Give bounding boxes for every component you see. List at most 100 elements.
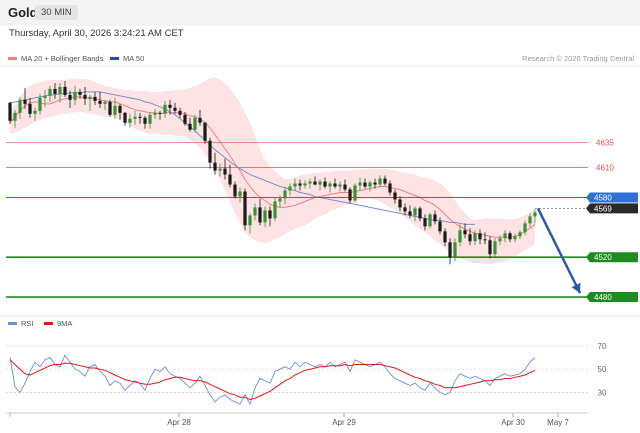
candle-body bbox=[518, 232, 522, 237]
candle-body bbox=[343, 184, 347, 190]
candle-body bbox=[423, 218, 427, 227]
x-tick-label: Apr 29 bbox=[332, 418, 356, 427]
candle-body bbox=[183, 114, 187, 124]
price-panel-grid bbox=[0, 65, 640, 317]
rsi-tick-label: 50 bbox=[598, 365, 607, 374]
candle-body bbox=[253, 207, 257, 216]
candle-body bbox=[103, 101, 107, 104]
candle-body bbox=[388, 183, 392, 193]
candle-body bbox=[133, 116, 137, 119]
candle-body bbox=[248, 215, 252, 226]
candle-body bbox=[178, 110, 182, 115]
candle-body bbox=[228, 174, 232, 185]
candle-body bbox=[53, 88, 57, 94]
copyright-notice: Research © 2026 Trading Central bbox=[522, 54, 634, 63]
time-axis: Apr 28 Apr 29 Apr 30 May 7 bbox=[6, 412, 588, 427]
candle-body bbox=[78, 91, 82, 95]
candle-body bbox=[433, 214, 437, 222]
candle-body bbox=[58, 86, 62, 94]
ma50-legend-label: MA 50 bbox=[123, 54, 144, 63]
level-label-4569: 4569 bbox=[594, 204, 612, 213]
candle-body bbox=[308, 181, 312, 184]
candle-body bbox=[533, 212, 537, 217]
level-tag-4520 bbox=[586, 252, 638, 263]
key-levels bbox=[6, 142, 588, 298]
level-label-4580: 4580 bbox=[594, 193, 612, 202]
candle-body bbox=[173, 107, 177, 111]
candle-body bbox=[453, 242, 457, 258]
candle-body bbox=[193, 117, 197, 130]
level-label-4520: 4520 bbox=[594, 253, 612, 262]
candle-body bbox=[363, 182, 367, 187]
candle-body bbox=[113, 105, 117, 115]
level-label-4610: 4610 bbox=[596, 164, 614, 173]
rsi-tick-label: 70 bbox=[598, 342, 607, 351]
x-tick-label: May 7 bbox=[547, 418, 569, 427]
forecast-arrow-shaft bbox=[536, 207, 582, 294]
candle-body bbox=[303, 183, 307, 186]
candle-body bbox=[98, 100, 102, 104]
candle-body bbox=[328, 183, 332, 187]
rsi-legend-swatch bbox=[8, 322, 17, 325]
timeframe-button[interactable]: 30 MIN bbox=[35, 5, 78, 20]
candle-body bbox=[223, 168, 227, 175]
candle-body bbox=[33, 110, 37, 114]
candle-body bbox=[473, 233, 477, 242]
rsi-line bbox=[9, 354, 536, 406]
candle-body bbox=[293, 183, 297, 187]
candle-body bbox=[258, 207, 262, 223]
candle-body bbox=[298, 183, 302, 186]
candle-body bbox=[153, 112, 157, 115]
candle-body bbox=[188, 123, 192, 130]
candle-body bbox=[13, 112, 17, 121]
forecast-arrow bbox=[536, 207, 582, 294]
candle-body bbox=[38, 97, 42, 111]
candle-body bbox=[163, 104, 167, 114]
level-tags: 4635 4610 4580 4569 4520 4480 bbox=[586, 139, 638, 303]
candle-body bbox=[243, 191, 247, 226]
candle-body bbox=[513, 236, 517, 240]
ma20-legend-label: MA 20 + Bollinger Bands bbox=[21, 54, 104, 63]
instrument-title: Gold bbox=[8, 5, 38, 20]
candle-body bbox=[403, 207, 407, 212]
candle-body bbox=[198, 117, 202, 123]
candle-body bbox=[448, 242, 452, 258]
candle-body bbox=[503, 233, 507, 239]
chart-header: Gold 30 MIN bbox=[0, 0, 640, 26]
candle-body bbox=[88, 96, 92, 99]
rsi-panel-grid: 70 50 30 bbox=[6, 342, 607, 398]
candle-body bbox=[43, 95, 47, 98]
candle-body bbox=[203, 122, 207, 141]
candle-body bbox=[498, 238, 502, 242]
candle-body bbox=[528, 216, 532, 224]
ma20-legend-swatch bbox=[8, 57, 17, 60]
candle-body bbox=[278, 198, 282, 202]
candle-body bbox=[408, 211, 412, 216]
candle-body bbox=[158, 112, 162, 114]
candle-body bbox=[378, 178, 382, 185]
candle-body bbox=[148, 114, 152, 124]
candle-body bbox=[493, 241, 497, 255]
candle-body bbox=[23, 99, 27, 104]
candle-body bbox=[353, 185, 357, 201]
candle-body bbox=[438, 221, 442, 232]
candle-body bbox=[48, 88, 52, 96]
ma50-line bbox=[9, 91, 475, 225]
candle-body bbox=[348, 189, 352, 201]
rsi-tick-label: 30 bbox=[598, 389, 607, 398]
forecast-arrow-head bbox=[571, 282, 581, 294]
candle-body bbox=[93, 96, 97, 101]
candle-body bbox=[138, 116, 142, 118]
rsi-ma-line bbox=[9, 359, 536, 401]
candle-body bbox=[208, 140, 212, 163]
candle-body bbox=[418, 208, 422, 219]
candle-body bbox=[478, 233, 482, 240]
level-tag-4569 bbox=[586, 203, 638, 214]
candle-body bbox=[398, 199, 402, 208]
candle-body bbox=[233, 184, 237, 197]
candle-body bbox=[323, 181, 327, 187]
candle-body bbox=[428, 214, 432, 227]
x-tick-label: Apr 30 bbox=[501, 418, 525, 427]
candle-body bbox=[288, 186, 292, 191]
